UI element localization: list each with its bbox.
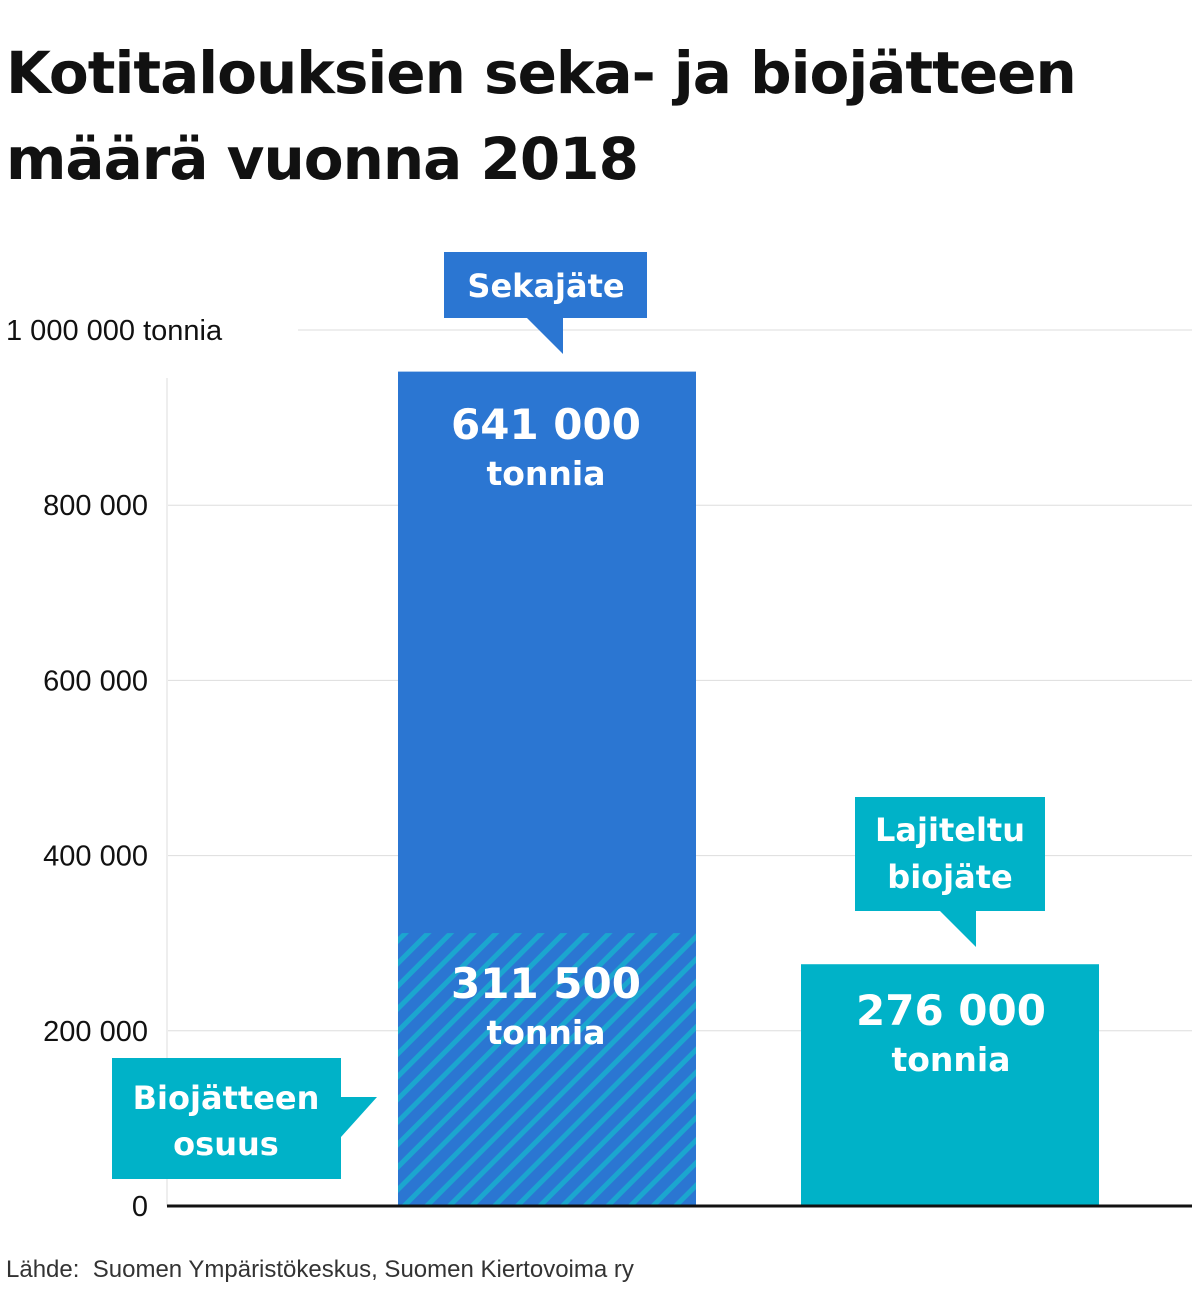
- bar-value-lajiteltu-biojate: 276 000: [856, 986, 1046, 1035]
- bar-value-biojatteen-osuus: 311 500: [451, 959, 641, 1008]
- y-tick-labels: 0 200 000 400 000 600 000 800 000 1 000 …: [6, 315, 223, 1223]
- callout-lajiteltu-biojate-box: [855, 797, 1045, 947]
- source-note: Lähde: Suomen Ympäristökeskus, Suomen Ki…: [6, 1256, 634, 1283]
- callout-sekajate-box: [444, 252, 647, 354]
- callout-sekajate-text: Sekajäte: [467, 267, 624, 305]
- y-tick-label-600000: 600 000: [43, 665, 148, 697]
- callout-lajiteltu-biojate-line-1: Lajiteltu: [875, 811, 1025, 849]
- bar-unit-biojatteen-osuus: tonnia: [486, 1013, 605, 1052]
- bar-value-sekajate: 641 000: [451, 400, 641, 449]
- callout-biojatteen-osuus-line-1: Biojätteen: [133, 1079, 320, 1117]
- callout-lajiteltu-biojate-line-2: biojäte: [887, 858, 1012, 896]
- callout-biojatteen-osuus-box: [112, 1058, 377, 1179]
- bar-unit-sekajate: tonnia: [486, 454, 605, 493]
- callout-lajiteltu-biojate: Lajiteltu biojäte: [855, 797, 1045, 947]
- bar-segment-biojatteen-osuus: [398, 933, 696, 1206]
- callout-biojatteen-osuus-line-2: osuus: [173, 1125, 279, 1163]
- y-tick-label-200000: 200 000: [43, 1016, 148, 1048]
- y-tick-label-0: 0: [132, 1191, 148, 1223]
- bar-unit-lajiteltu-biojate: tonnia: [891, 1040, 1010, 1079]
- callout-sekajate: Sekajäte: [444, 252, 647, 354]
- bar-lajiteltu-biojate: [801, 964, 1099, 1206]
- y-tick-label-400000: 400 000: [43, 841, 148, 873]
- callout-biojatteen-osuus: Biojätteen osuus: [112, 1058, 377, 1179]
- y-tick-label-800000: 800 000: [43, 490, 148, 522]
- chart-title: Kotitalouksien seka- ja biojätteen määrä…: [6, 39, 1077, 193]
- y-tick-label-1000000: 1 000 000 tonnia: [6, 315, 223, 347]
